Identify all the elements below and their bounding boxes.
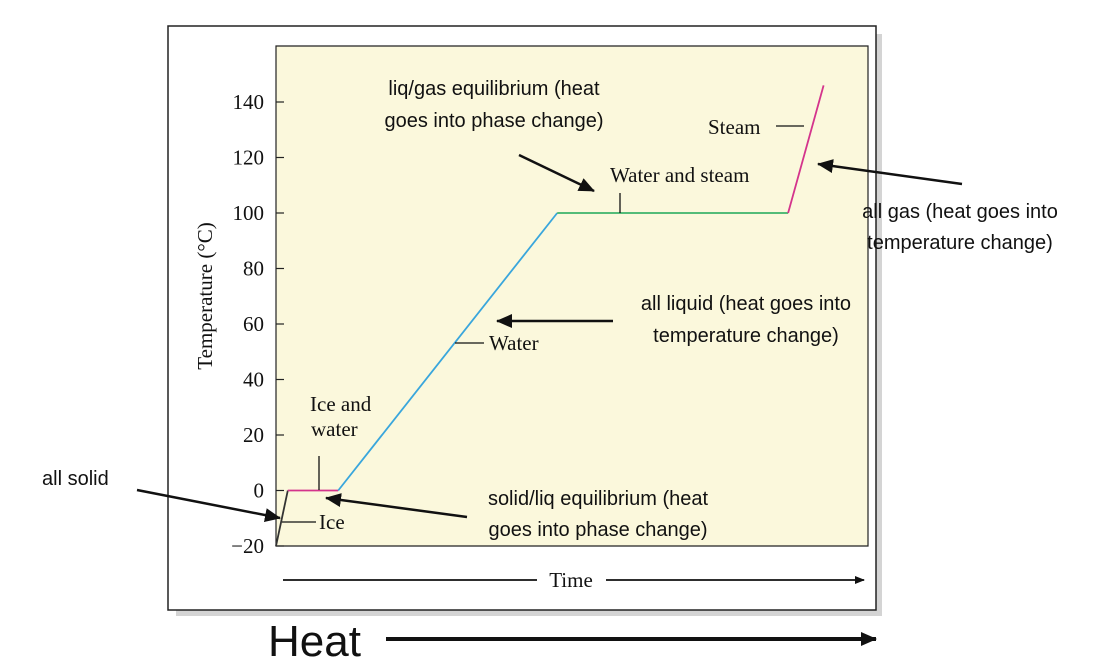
annotation-solid-liq-1: solid/liq equilibrium (heat xyxy=(488,488,709,510)
curve-segment-ice xyxy=(275,490,289,547)
arrow-solid-liq xyxy=(325,493,468,519)
heat-label: Heat xyxy=(268,617,361,666)
arrow-liq-gas xyxy=(518,153,595,193)
label-ice-and-water-2: water xyxy=(311,417,358,441)
y-tick-label: 0 xyxy=(254,479,265,503)
annotation-all-liquid-1: all liquid (heat goes into xyxy=(641,293,851,315)
x-axis-title: Time xyxy=(549,568,593,592)
y-tick-label: 60 xyxy=(243,312,264,336)
y-tick-label: 120 xyxy=(233,146,265,170)
label-water: Water xyxy=(489,331,539,355)
annotation-all-solid: all solid xyxy=(42,468,109,490)
annotation-liq-gas-1: liq/gas equilibrium (heat xyxy=(388,78,600,100)
curve-segment-water xyxy=(337,212,558,492)
heating-curve xyxy=(275,85,825,547)
y-tick-label: 80 xyxy=(243,257,264,281)
arrow-all-solid xyxy=(136,488,281,522)
arrow-all-gas xyxy=(817,159,963,186)
y-tick-label: −20 xyxy=(231,534,264,558)
label-ice: Ice xyxy=(319,510,345,534)
y-tick-label: 20 xyxy=(243,423,264,447)
y-axis: −20 0 20 40 60 80 100 120 140 xyxy=(231,90,284,558)
annotation-liq-gas-2: goes into phase change) xyxy=(384,110,603,132)
plot-area xyxy=(276,46,868,546)
annotation-arrows xyxy=(136,153,963,522)
y-tick-label: 140 xyxy=(233,90,265,114)
curve-segment-steam xyxy=(787,85,825,214)
annotation-all-liquid-2: temperature change) xyxy=(653,325,839,347)
annotation-all-gas-2: temperature change) xyxy=(867,232,1053,254)
y-axis-title: Temperature (°C) xyxy=(193,222,217,369)
annotation-all-gas-1: all gas (heat goes into xyxy=(862,201,1058,223)
label-water-and-steam: Water and steam xyxy=(610,163,749,187)
y-tick-label: 40 xyxy=(243,368,264,392)
label-ice-and-water-1: Ice and xyxy=(310,392,372,416)
y-tick-label: 100 xyxy=(233,201,265,225)
annotation-solid-liq-2: goes into phase change) xyxy=(488,519,707,541)
segment-leaders xyxy=(282,125,804,523)
label-steam: Steam xyxy=(708,115,761,139)
